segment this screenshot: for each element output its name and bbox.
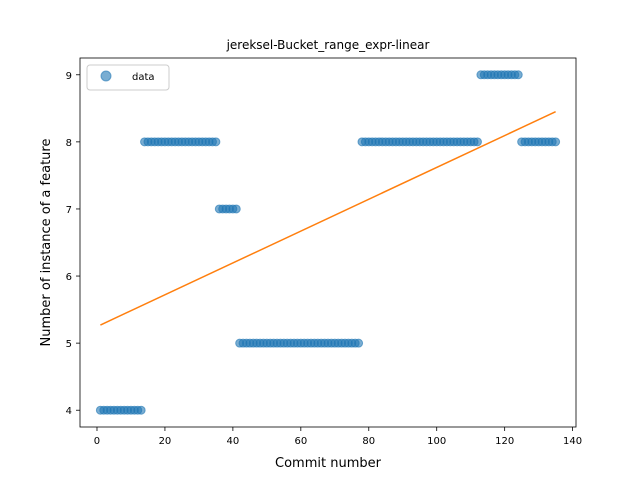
data-point xyxy=(231,204,241,214)
legend-label: data xyxy=(132,72,155,83)
x-axis-label: Commit number xyxy=(275,456,382,471)
data-points xyxy=(95,70,561,415)
y-tick-label: 4 xyxy=(66,406,72,417)
data-point xyxy=(513,70,523,80)
y-axis-label: Number of instance of a feature xyxy=(39,139,54,347)
x-axis-ticks: 0 20 40 60 80 100 120 140 xyxy=(94,427,582,447)
data-point xyxy=(136,405,146,415)
data-point xyxy=(211,137,221,147)
y-tick-label: 8 xyxy=(66,138,72,149)
x-tick-label: 40 xyxy=(227,436,240,447)
y-axis-ticks: 4 5 6 7 8 9 xyxy=(66,71,80,417)
fit-line xyxy=(100,110,556,326)
legend-marker xyxy=(100,70,112,82)
y-tick-label: 7 xyxy=(66,205,72,216)
legend: data xyxy=(86,64,170,91)
x-tick-label: 120 xyxy=(495,436,514,447)
y-tick-label: 9 xyxy=(66,71,72,82)
fit-line-layer xyxy=(100,110,556,326)
data-point xyxy=(472,137,482,147)
x-tick-label: 100 xyxy=(427,436,446,447)
x-tick-label: 60 xyxy=(294,436,307,447)
chart-title: jereksel-Bucket_range_expr-linear xyxy=(226,38,430,52)
plot-area-frame xyxy=(79,57,577,428)
x-tick-label: 20 xyxy=(159,436,172,447)
y-tick-label: 5 xyxy=(66,339,72,350)
y-tick-label: 6 xyxy=(66,272,72,283)
x-tick-label: 80 xyxy=(362,436,375,447)
data-point xyxy=(551,137,561,147)
x-tick-label: 140 xyxy=(563,436,582,447)
data-point xyxy=(354,338,364,348)
x-tick-label: 0 xyxy=(94,436,100,447)
legend-box xyxy=(86,64,170,91)
